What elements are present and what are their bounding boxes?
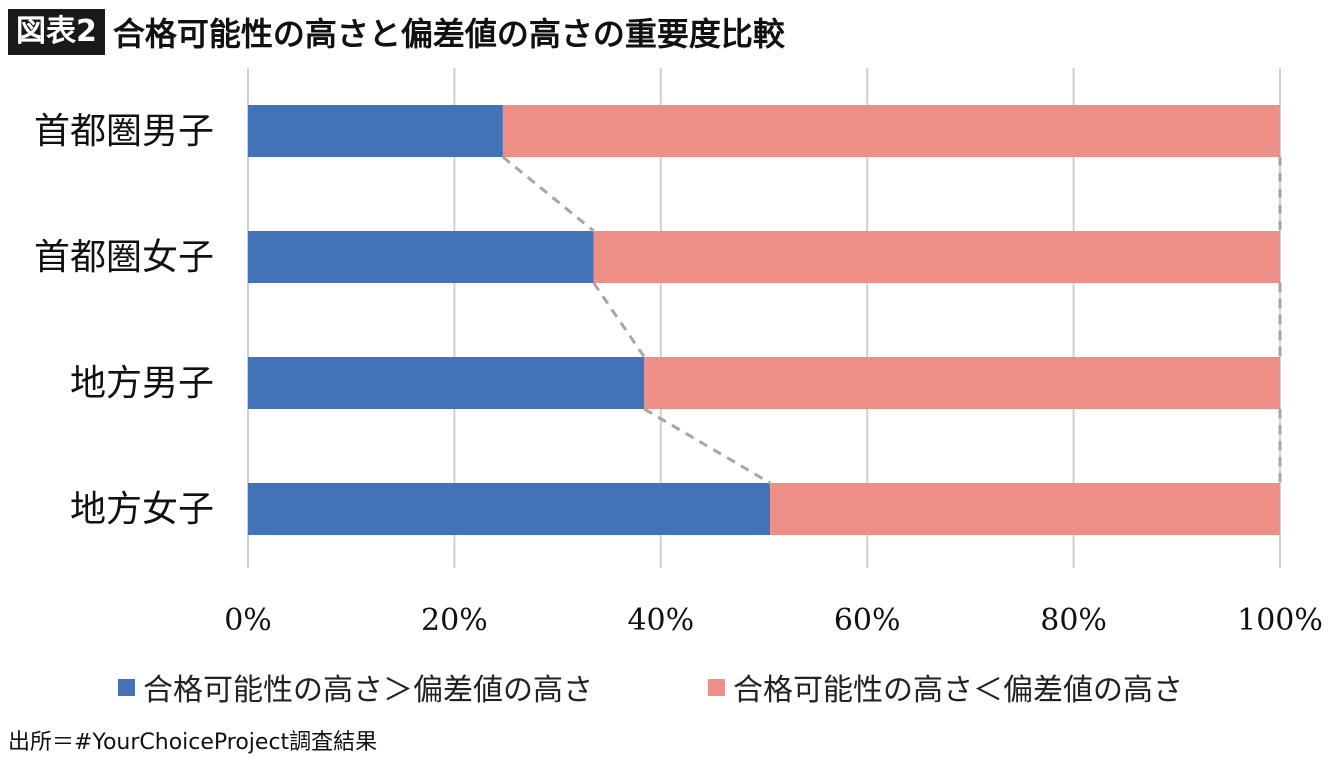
legend-swatch-pink <box>708 678 725 696</box>
category-label: 首都圏男子 <box>34 111 214 152</box>
x-tick-label: 0% <box>224 603 272 638</box>
bar-segment <box>248 357 645 409</box>
category-label: 地方女子 <box>70 489 214 530</box>
bar-segment <box>248 231 594 283</box>
bar-segment <box>593 231 1280 283</box>
source-note: 出所＝#YourChoiceProject調査結果 <box>8 730 378 755</box>
legend-label: 合格可能性の高さ＜偏差値の高さ <box>733 673 1183 708</box>
x-tick-label: 80% <box>1040 603 1107 638</box>
legend-swatch-blue <box>118 678 135 696</box>
bar-segment <box>770 483 1280 535</box>
bar-segment <box>248 105 503 157</box>
category-label: 地方男子 <box>70 363 214 404</box>
x-tick-label: 40% <box>627 603 694 638</box>
series-line <box>592 282 646 358</box>
bar-segment <box>248 483 771 535</box>
bar-segment <box>502 105 1280 157</box>
series-line <box>643 407 771 485</box>
legend-item-higher-pass: 合格可能性の高さ＞偏差値の高さ <box>118 662 593 712</box>
chart-title: 合格可能性の高さと偏差値の高さの重要度比較 <box>112 15 785 53</box>
figure-number-badge: 図表2 <box>8 9 105 55</box>
chart-legend: 合格可能性の高さ＞偏差値の高さ 合格可能性の高さ＜偏差値の高さ <box>0 662 1340 712</box>
category-label: 首都圏女子 <box>34 237 214 278</box>
bar-segment <box>644 357 1280 409</box>
legend-item-higher-deviation: 合格可能性の高さ＜偏差値の高さ <box>708 662 1183 712</box>
series-line <box>501 155 595 233</box>
legend-label: 合格可能性の高さ＞偏差値の高さ <box>143 673 593 708</box>
chart-title-row: 図表2 合格可能性の高さと偏差値の高さの重要度比較 <box>8 8 785 56</box>
x-tick-label: 20% <box>421 603 488 638</box>
x-tick-label: 60% <box>834 603 901 638</box>
x-tick-label: 100% <box>1237 603 1323 638</box>
